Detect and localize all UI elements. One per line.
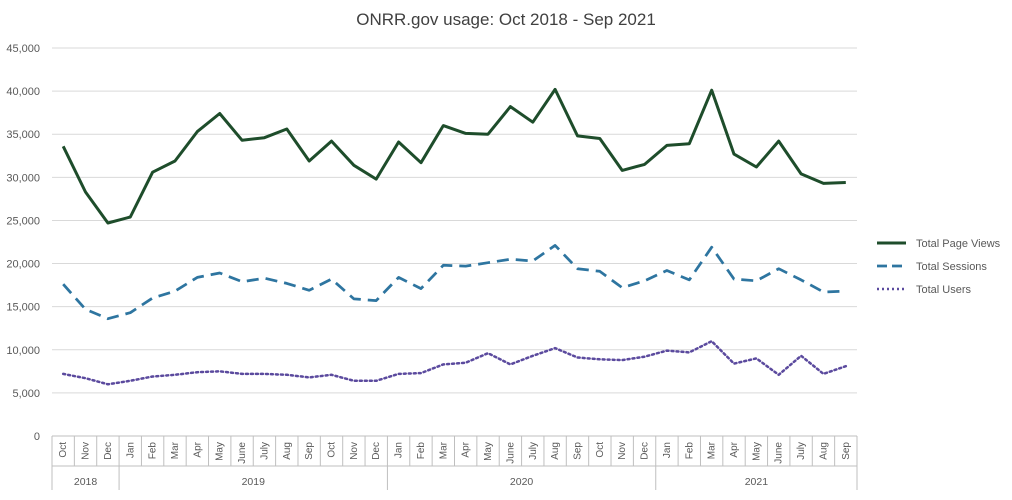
x-tick-label: Dec [371, 442, 382, 460]
y-tick-label: 20,000 [6, 259, 40, 271]
legend-label: Total Sessions [916, 261, 987, 273]
x-tick-label: June [505, 442, 516, 464]
x-tick-label: Feb [148, 442, 159, 460]
year-label: 2019 [242, 476, 266, 488]
x-tick-label: May [483, 442, 494, 461]
series-line-total-sessions [62, 244, 846, 321]
x-tick-label: Mar [707, 441, 718, 459]
x-tick-label: July [528, 442, 539, 460]
x-tick-label: Apr [192, 441, 203, 457]
year-label: 2021 [745, 476, 769, 488]
chart-title: ONRR.gov usage: Oct 2018 - Sep 2021 [356, 10, 656, 29]
x-tick-label: May [751, 442, 762, 461]
x-tick-label: Mar [170, 441, 181, 459]
y-tick-label: 35,000 [6, 129, 40, 141]
x-tick-label: Dec [103, 442, 114, 460]
x-tick-label: July [259, 442, 270, 460]
year-label: 2018 [74, 476, 98, 488]
x-tick-label: Nov [81, 442, 92, 460]
x-tick-label: Sep [841, 442, 852, 460]
year-label: 2020 [510, 476, 534, 488]
y-tick-label: 30,000 [6, 172, 40, 184]
x-tick-label: July [796, 442, 807, 460]
x-tick-label: Nov [617, 442, 628, 460]
x-tick-label: Feb [416, 442, 427, 460]
x-tick-label: June [774, 442, 785, 464]
y-tick-label: 25,000 [6, 215, 40, 227]
series-line-total-page-views [61, 87, 846, 225]
x-tick-label: Jan [662, 442, 673, 458]
x-tick-label: Jan [394, 442, 405, 458]
x-tick-label: Dec [640, 442, 651, 460]
x-tick-label: Sep [304, 442, 315, 460]
y-tick-label: 45,000 [6, 43, 40, 55]
x-tick-label: Oct [595, 442, 606, 458]
x-tick-label: Nov [349, 442, 360, 460]
x-tick-label: Apr [729, 441, 740, 457]
y-tick-label: 10,000 [6, 345, 40, 357]
x-tick-label: Aug [282, 442, 293, 460]
x-tick-label: Sep [572, 442, 583, 460]
x-tick-label: Oct [58, 442, 69, 458]
y-tick-label: 15,000 [6, 302, 40, 314]
x-tick-label: Feb [684, 442, 695, 460]
x-tick-label: June [237, 442, 248, 464]
x-tick-label: Apr [461, 441, 472, 457]
y-tick-label: 40,000 [6, 86, 40, 98]
legend-label: Total Users [916, 284, 972, 296]
x-tick-label: Oct [327, 442, 338, 458]
x-tick-label: Mar [438, 441, 449, 459]
x-tick-label: Aug [550, 442, 561, 460]
x-tick-label: Aug [818, 442, 829, 460]
x-tick-label: Jan [125, 442, 136, 458]
y-tick-label: 5,000 [12, 388, 40, 400]
x-tick-label: May [215, 442, 226, 461]
series-line-total-users [61, 339, 848, 386]
legend-label: Total Page Views [916, 238, 1001, 250]
y-tick-label: 0 [34, 431, 40, 443]
